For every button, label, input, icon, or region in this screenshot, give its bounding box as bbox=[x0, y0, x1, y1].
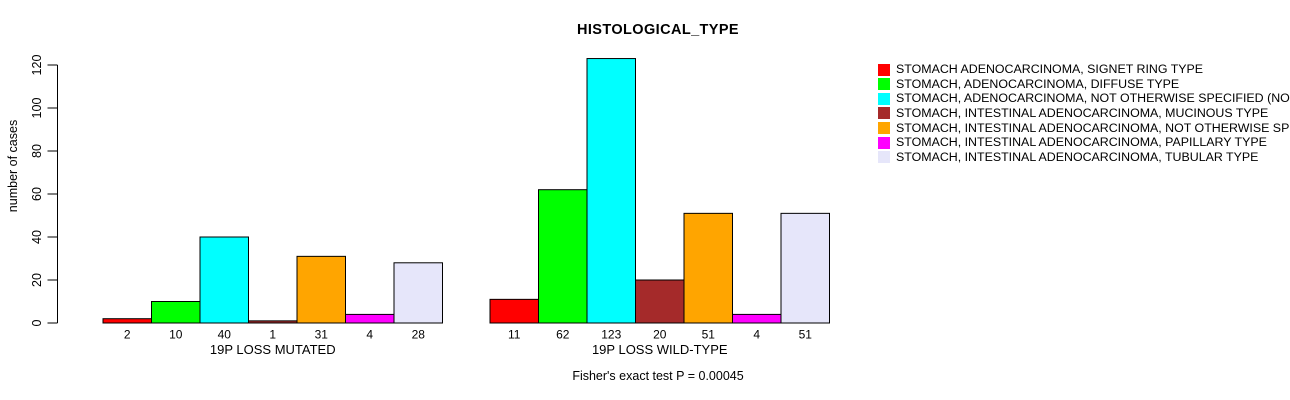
bar bbox=[780, 212, 830, 324]
legend-swatch-icon bbox=[878, 107, 890, 120]
bar-count-label: 51 bbox=[799, 328, 813, 342]
chart-title: HISTOLOGICAL_TYPE bbox=[576, 22, 740, 38]
group-label: 19P LOSS MUTATED bbox=[210, 342, 336, 357]
bar bbox=[393, 262, 443, 324]
bar bbox=[296, 255, 346, 324]
legend-item: STOMACH, INTESTINAL ADENOCARCINOMA, NOT … bbox=[878, 120, 1290, 135]
legend-swatch-icon bbox=[878, 122, 890, 135]
bar bbox=[248, 320, 298, 324]
legend-label: STOMACH, ADENOCARCINOMA, NOT OTHERWISE S… bbox=[896, 91, 1290, 106]
legend-label: STOMACH, INTESTINAL ADENOCARCINOMA, NOT … bbox=[896, 120, 1290, 135]
bar-count-label: 20 bbox=[653, 328, 667, 342]
bar-count-label: 40 bbox=[218, 328, 232, 342]
bar-count-label: 31 bbox=[315, 328, 329, 342]
y-tick-label: 60 bbox=[30, 187, 44, 201]
y-axis-title: number of cases bbox=[6, 120, 20, 212]
legend-item: STOMACH, ADENOCARCINOMA, NOT OTHERWISE S… bbox=[878, 92, 1290, 105]
legend-label: STOMACH, INTESTINAL ADENOCARCINOMA, TUBU… bbox=[896, 149, 1259, 164]
legend-label: STOMACH, INTESTINAL ADENOCARCINOMA, PAPI… bbox=[896, 135, 1267, 150]
legend-swatch-icon bbox=[878, 151, 890, 164]
y-tick-label: 80 bbox=[30, 144, 44, 158]
bar bbox=[538, 189, 588, 324]
bar bbox=[586, 58, 636, 324]
legend-item: STOMACH ADENOCARCINOMA, SIGNET RING TYPE bbox=[878, 63, 1203, 76]
legend-swatch-icon bbox=[878, 136, 890, 149]
y-tick-label: 120 bbox=[30, 55, 44, 76]
bar bbox=[151, 301, 201, 324]
legend-label: STOMACH, INTESTINAL ADENOCARCINOMA, MUCI… bbox=[896, 105, 1269, 120]
bar-count-label: 10 bbox=[169, 328, 183, 342]
bar-count-label: 51 bbox=[702, 328, 716, 342]
legend-swatch-icon bbox=[878, 92, 890, 105]
bar bbox=[199, 236, 249, 324]
stat-annotation: Fisher's exact test P = 0.00045 bbox=[572, 369, 744, 383]
bar bbox=[489, 298, 539, 324]
bar-count-label: 4 bbox=[753, 328, 760, 342]
group-label: 19P LOSS WILD-TYPE bbox=[592, 342, 728, 357]
legend-label: STOMACH ADENOCARCINOMA, SIGNET RING TYPE bbox=[896, 62, 1204, 76]
bar bbox=[635, 279, 685, 324]
legend-item: STOMACH, ADENOCARCINOMA, DIFFUSE TYPE bbox=[878, 76, 1180, 91]
bar-count-label: 62 bbox=[556, 328, 570, 342]
bar-count-label: 123 bbox=[601, 328, 621, 342]
legend-item: STOMACH, INTESTINAL ADENOCARCINOMA, PAPI… bbox=[878, 136, 1267, 149]
y-tick-label: 0 bbox=[30, 319, 44, 326]
legend-item: STOMACH, INTESTINAL ADENOCARCINOMA, MUCI… bbox=[878, 105, 1269, 120]
y-tick-label: 100 bbox=[30, 98, 44, 119]
y-tick-label: 20 bbox=[30, 273, 44, 287]
legend-label: STOMACH, ADENOCARCINOMA, DIFFUSE TYPE bbox=[896, 76, 1180, 91]
bar-count-label: 1 bbox=[269, 328, 276, 342]
bar bbox=[683, 212, 733, 324]
bar bbox=[345, 313, 395, 324]
legend-swatch-icon bbox=[878, 63, 890, 76]
bar-count-label: 28 bbox=[412, 328, 426, 342]
bar bbox=[732, 313, 782, 324]
bar-count-label: 4 bbox=[366, 328, 373, 342]
bar bbox=[102, 318, 152, 324]
legend-item: STOMACH, INTESTINAL ADENOCARCINOMA, TUBU… bbox=[878, 149, 1259, 164]
y-tick-label: 40 bbox=[30, 230, 44, 244]
legend-swatch-icon bbox=[878, 78, 890, 91]
bar-count-label: 11 bbox=[508, 328, 521, 342]
bar-count-label: 2 bbox=[124, 328, 131, 342]
